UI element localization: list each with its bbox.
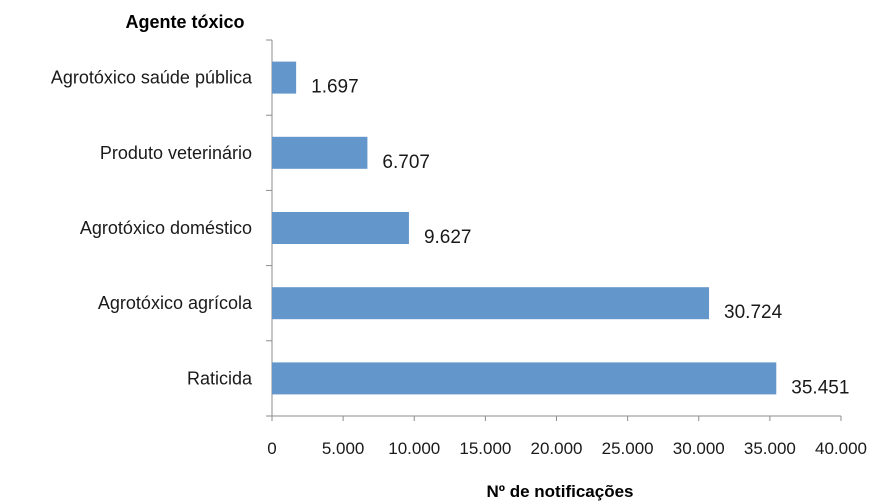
bar: [272, 362, 777, 395]
bar: [272, 287, 710, 320]
data-label: 30.724: [724, 302, 783, 323]
bar: [272, 61, 297, 94]
category-label: Raticida: [187, 368, 253, 388]
x-axis-title: Nº de notificações: [487, 482, 634, 501]
x-tick-label: 0: [267, 439, 276, 458]
y-axis-title: Agente tóxico: [125, 12, 244, 32]
x-tick-label: 10.000: [388, 439, 440, 458]
x-tick-label: 5.000: [322, 439, 365, 458]
data-labels: 1.697 6.707 9.627 30.724 35.451: [311, 77, 849, 399]
category-label: Agrotóxico doméstico: [80, 218, 252, 238]
data-label: 1.697: [311, 77, 359, 98]
category-label: Agrotóxico agrícola: [98, 293, 253, 313]
category-labels: Agrotóxico saúde pública Produto veteriná…: [51, 68, 253, 389]
bars: [272, 61, 777, 395]
category-label: Agrotóxico saúde pública: [51, 68, 253, 88]
category-label: Produto veterinário: [100, 143, 252, 163]
x-tick-label: 25.000: [602, 439, 654, 458]
x-tick-label: 15.000: [459, 439, 511, 458]
x-tick-label: 20.000: [531, 439, 583, 458]
data-label: 6.707: [382, 152, 430, 173]
x-tick-label: 35.000: [744, 439, 796, 458]
bar: [272, 136, 368, 169]
data-label: 9.627: [424, 227, 472, 248]
x-tick-label: 30.000: [673, 439, 725, 458]
x-tick-labels: 0 5.000 10.000 15.000 20.000 25.000 30.000 35.0…: [267, 439, 867, 458]
bar: [272, 212, 409, 244]
data-label: 35.451: [791, 377, 849, 398]
x-tick-label: 40.000: [815, 439, 867, 458]
